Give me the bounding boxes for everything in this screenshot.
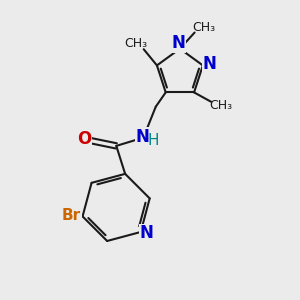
Text: N: N xyxy=(140,224,154,242)
Text: N: N xyxy=(202,55,216,73)
Text: N: N xyxy=(136,128,150,146)
Text: Br: Br xyxy=(62,208,81,223)
Text: O: O xyxy=(77,130,92,148)
Text: H: H xyxy=(148,133,159,148)
Text: CH₃: CH₃ xyxy=(209,99,232,112)
Text: N: N xyxy=(172,34,185,52)
Text: CH₃: CH₃ xyxy=(124,38,147,50)
Text: CH₃: CH₃ xyxy=(192,21,215,34)
